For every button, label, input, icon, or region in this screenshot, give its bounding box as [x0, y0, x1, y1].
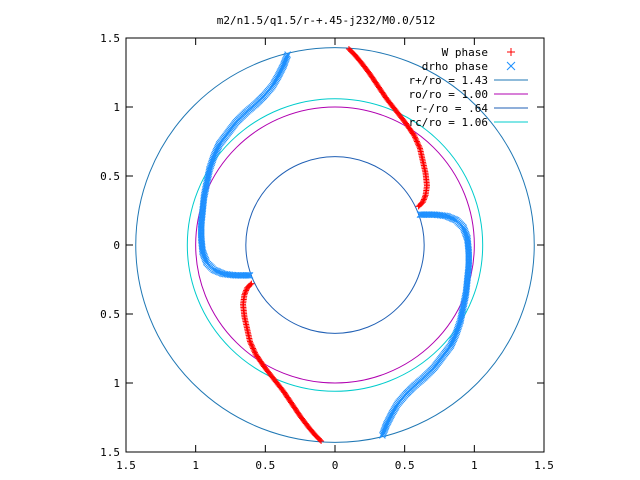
- w-phase-point: [416, 144, 423, 151]
- w-phase-point: [252, 351, 259, 358]
- axis-ticks: [125, 37, 545, 453]
- circle-line: [195, 106, 475, 384]
- legend-symbol: [506, 61, 516, 71]
- drho-phase-point: [431, 211, 439, 218]
- drho-phase-point: [419, 211, 427, 218]
- circle-line: [135, 47, 535, 443]
- circle-line: [245, 156, 425, 334]
- w-phase-point: [243, 287, 250, 294]
- legend-label: r+/ro = 1.43: [409, 74, 488, 87]
- reference-circles: [135, 47, 535, 443]
- w-phase-point: [410, 131, 417, 138]
- w-phase-point: [413, 137, 420, 144]
- drho-phase-point: [237, 272, 245, 279]
- legend-label: ro/ro = 1.00: [409, 88, 488, 101]
- x-tick-label: 1.5: [534, 459, 554, 472]
- drho-phase-point: [425, 211, 433, 218]
- w-phase-point: [242, 288, 249, 295]
- w-phase-point: [422, 192, 429, 199]
- w-phase-point: [249, 344, 256, 351]
- x-tick-label: 0: [332, 459, 339, 472]
- drho-phase-point: [416, 211, 424, 218]
- y-tick-label: 1.5: [100, 446, 120, 459]
- w-phase-point: [415, 142, 422, 149]
- w-phase-point: [422, 193, 429, 200]
- w-phase-point: [415, 203, 422, 210]
- legend-label: drho phase: [422, 60, 488, 73]
- w-phase-point: [241, 291, 248, 298]
- y-tick-label: 1: [113, 377, 120, 390]
- y-tick-label: 1: [113, 101, 120, 114]
- w-phase-point: [421, 195, 428, 202]
- legend-label: r-/ro = .64: [415, 102, 488, 115]
- w-phase-point: [250, 345, 257, 352]
- w-phase-point: [241, 290, 248, 297]
- w-phase-point: [416, 202, 423, 209]
- drho-phase-point: [232, 272, 240, 279]
- circle-line: [186, 98, 484, 392]
- drho-phase-point: [418, 211, 425, 218]
- x-tick-label: 0.5: [395, 459, 415, 472]
- y-tick-label: 0.5: [100, 308, 120, 321]
- w-phase-point: [248, 342, 255, 349]
- y-tick-label: 1.5: [100, 32, 120, 45]
- w-phase-point: [420, 196, 427, 203]
- w-phase-point: [414, 139, 421, 146]
- w-phase-point: [412, 134, 419, 141]
- drho-phase-point: [430, 211, 438, 218]
- w-phase-point: [248, 341, 255, 348]
- w-phase-point: [253, 352, 260, 359]
- legend-symbol: [507, 48, 515, 56]
- w-phase-point: [248, 280, 255, 287]
- w-phase-point: [413, 138, 420, 145]
- drho-phase-point: [236, 272, 243, 279]
- y-tick-label: 0.5: [100, 170, 120, 183]
- w-phase-point: [412, 135, 419, 142]
- x-tick-label: 1: [192, 459, 199, 472]
- w-phase-point: [411, 132, 418, 139]
- w-phase-point: [251, 349, 258, 356]
- legend-label: W phase: [442, 46, 488, 59]
- drho-phase-point: [231, 272, 239, 279]
- w-phase-point: [251, 348, 258, 355]
- phase-markers: [197, 46, 473, 444]
- axis-tick-labels: 1.5 1 0.5 0 0.5 1 1.51.510.500.511.5: [100, 32, 554, 472]
- drho-phase-point: [243, 272, 251, 279]
- drho-phase-point: [428, 211, 436, 218]
- x-tick-label: 1.5: [116, 459, 136, 472]
- y-tick-label: 0: [113, 239, 120, 252]
- drho-phase-point: [246, 272, 254, 279]
- x-tick-label: 0.5: [255, 459, 275, 472]
- drho-phase-point: [245, 272, 252, 279]
- chart-title: m2/n1.5/q1.5/r-+.45-j232/M0.0/512: [217, 14, 436, 27]
- w-phase-point: [415, 141, 422, 148]
- drho-phase-point: [427, 211, 434, 218]
- drho-phase-point: [234, 272, 242, 279]
- legend-label: rc/ro = 1.06: [409, 116, 488, 129]
- x-tick-label: 1: [471, 459, 478, 472]
- w-phase-point: [250, 346, 257, 353]
- w-phase-point: [247, 281, 254, 288]
- w-phase-point: [247, 339, 254, 346]
